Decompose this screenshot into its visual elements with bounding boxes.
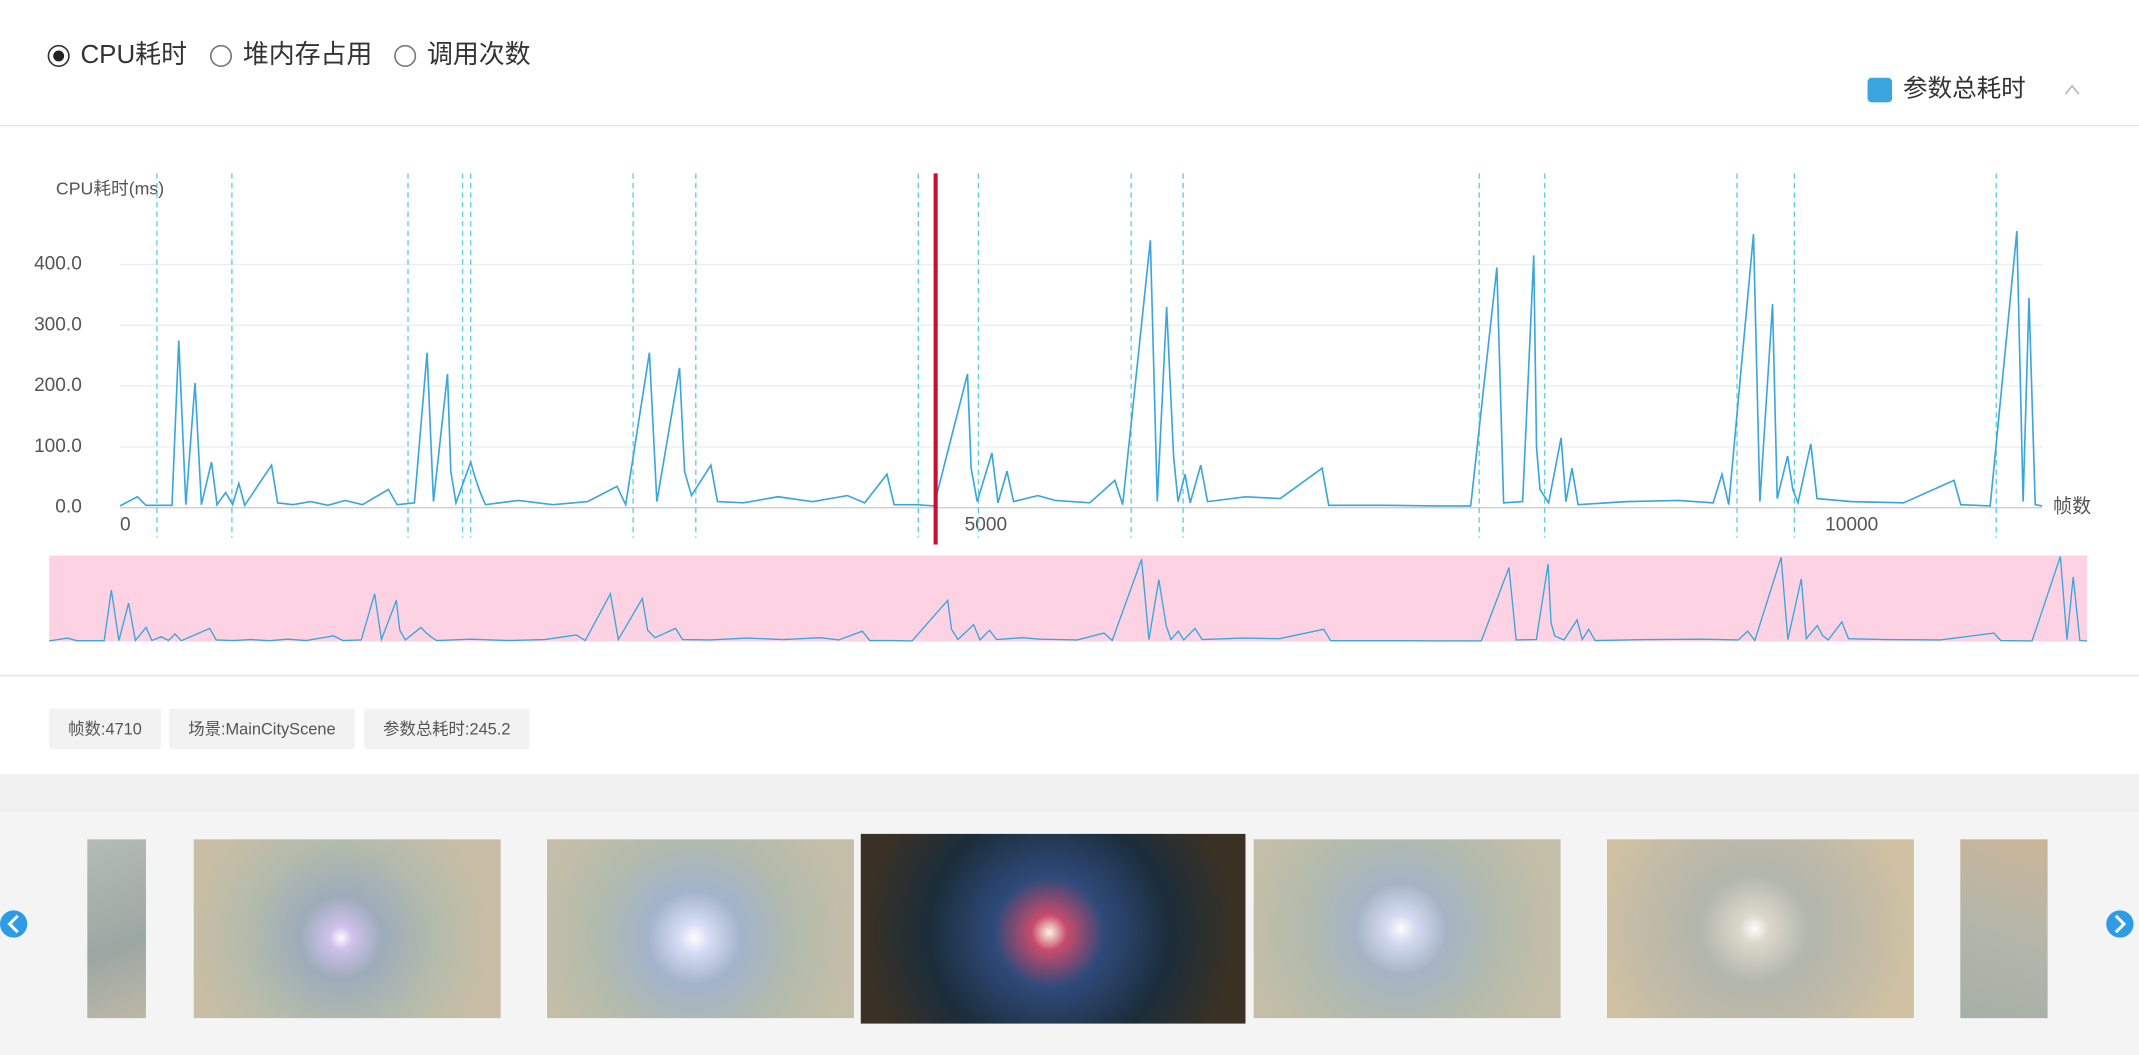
x-axis-label: 帧数	[2053, 496, 2091, 518]
thumbnail[interactable]	[547, 839, 854, 1019]
radio[interactable]	[209, 44, 233, 68]
radio-option[interactable]: 堆内存占用	[209, 40, 373, 69]
x-tick-label: 5000	[965, 514, 1007, 535]
x-tick-label: 10000	[1825, 514, 1878, 535]
y-tick-label: 300.0	[34, 314, 82, 335]
y-tick-label: 400.0	[34, 254, 82, 275]
legend-swatch[interactable]	[1867, 77, 1893, 103]
y-tick-label: 100.0	[34, 436, 82, 457]
info-chip: 参数总耗时:245.2	[364, 708, 530, 750]
thumbnail[interactable]	[1606, 839, 1914, 1019]
x-tick-label: 0	[120, 514, 131, 535]
thumbnail[interactable]	[193, 839, 501, 1019]
thumbnail[interactable]	[1960, 839, 2048, 1019]
y-tick-label: 200.0	[34, 375, 82, 396]
thumbnail-selected[interactable]	[860, 833, 1246, 1024]
radio-option[interactable]: CPU耗时	[47, 40, 187, 69]
overview-line	[49, 556, 2088, 643]
radio[interactable]	[394, 44, 417, 68]
overview-background	[49, 555, 2088, 642]
chart-panel: CPU耗时 堆内存占用 调用次数 参数总耗时 CPU耗时(ms) 帧数 0.0 1…	[0, 40, 2139, 677]
info-chip: 帧数:4710	[49, 708, 161, 750]
y-tick-label: 0.0	[55, 497, 82, 518]
thumbnail[interactable]	[87, 839, 146, 1019]
radio-label[interactable]: 调用次数	[427, 40, 531, 69]
radio-option[interactable]: 调用次数	[394, 40, 531, 69]
thumbnail[interactable]	[1253, 839, 1561, 1019]
radio-dot	[53, 50, 65, 62]
series-line	[119, 231, 2043, 508]
collapse-caret[interactable]	[2064, 84, 2080, 95]
radio-label[interactable]: CPU耗时	[80, 40, 186, 69]
legend-label[interactable]: 参数总耗时	[1903, 75, 2026, 103]
info-chip: 场景:MainCityScene	[169, 708, 355, 750]
radio-label[interactable]: 堆内存占用	[243, 40, 373, 69]
y-axis-label: CPU耗时(ms)	[56, 178, 164, 198]
